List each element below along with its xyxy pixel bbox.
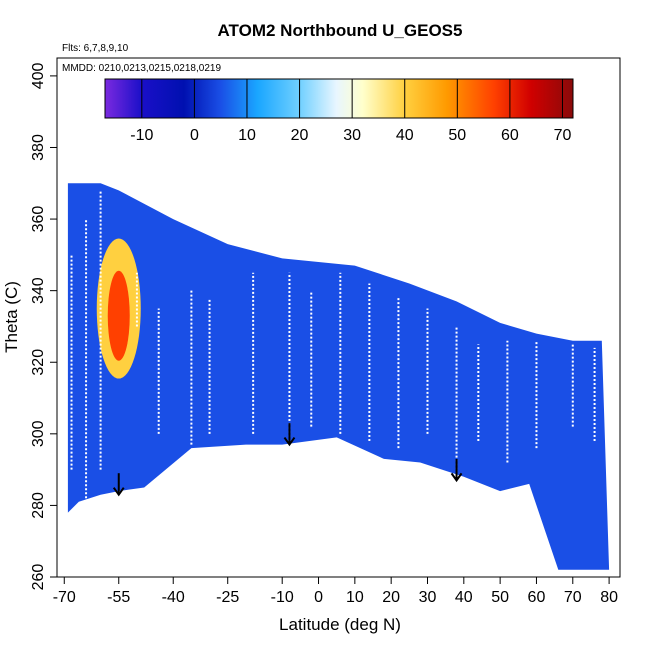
x-tick-label: 50: [491, 589, 509, 606]
colorbar-tick-label: 10: [238, 127, 256, 144]
chart-title: ATOM2 Northbound U_GEOS5: [218, 21, 463, 40]
colorbar-tick-label: 40: [396, 127, 414, 144]
x-tick-label: 10: [346, 589, 364, 606]
dates-note: MMDD: 0210,0213,0215,0218,0219: [62, 63, 221, 74]
colorbar-bar: [104, 78, 574, 119]
y-tick-label: 300: [30, 420, 47, 447]
jet-core-inner: [107, 270, 130, 361]
colorbar-tick-label: 50: [448, 127, 466, 144]
x-tick-label: -10: [271, 589, 294, 606]
colorbar-ticks: -10 0 10 20 30 40 50 60 70: [130, 79, 571, 144]
x-tick-label: 0: [314, 589, 323, 606]
arrow-marker: [283, 423, 296, 447]
flights-note: Flts: 6,7,8,9,10: [62, 43, 129, 54]
y-axis-label: Theta (C): [2, 281, 21, 353]
heatmap-field: [67, 183, 610, 570]
x-tick-label: -40: [162, 589, 185, 606]
flight-profiles: [70, 190, 596, 499]
y-tick-label: 340: [30, 277, 47, 304]
x-tick-label: 40: [455, 589, 473, 606]
x-axis-label: Latitude (deg N): [279, 615, 401, 634]
x-tick-label: -70: [53, 589, 76, 606]
colorbar: -10 0 10 20 30 40 50 60 70: [104, 78, 574, 144]
x-tick-label: 20: [382, 589, 400, 606]
colorbar-tick-label: 0: [190, 127, 199, 144]
arrow-head: [283, 436, 296, 447]
x-axis: -70 -55 -40 -25 -10 0 10 20 30 40 50 60 70 80: [53, 576, 618, 606]
y-tick-label: 320: [30, 349, 47, 376]
arrow-marker: [112, 473, 125, 497]
colorbar-tick-label: 60: [501, 127, 519, 144]
x-tick-label: 60: [528, 589, 546, 606]
y-tick-label: 280: [30, 492, 47, 519]
colorbar-tick-label: 70: [554, 127, 572, 144]
heatmap-region: [67, 183, 610, 570]
arrow-markers: [112, 423, 463, 497]
y-axis: 260 280 300 320 340 360 380 400: [30, 62, 58, 591]
y-tick-label: 360: [30, 206, 47, 233]
x-tick-label: 30: [419, 589, 437, 606]
colorbar-tick-label: -10: [130, 127, 153, 144]
x-tick-label: 80: [600, 589, 618, 606]
arrow-head: [450, 472, 463, 483]
arrow-head: [112, 487, 125, 497]
x-tick-label: 70: [564, 589, 582, 606]
x-tick-label: -55: [107, 589, 130, 606]
x-tick-label: -25: [216, 589, 239, 606]
y-tick-label: 380: [30, 134, 47, 161]
y-tick-label: 260: [30, 564, 47, 591]
y-tick-label: 400: [30, 62, 47, 89]
colorbar-tick-label: 30: [343, 127, 361, 144]
colorbar-tick-label: 20: [291, 127, 309, 144]
arrow-marker: [450, 458, 463, 483]
